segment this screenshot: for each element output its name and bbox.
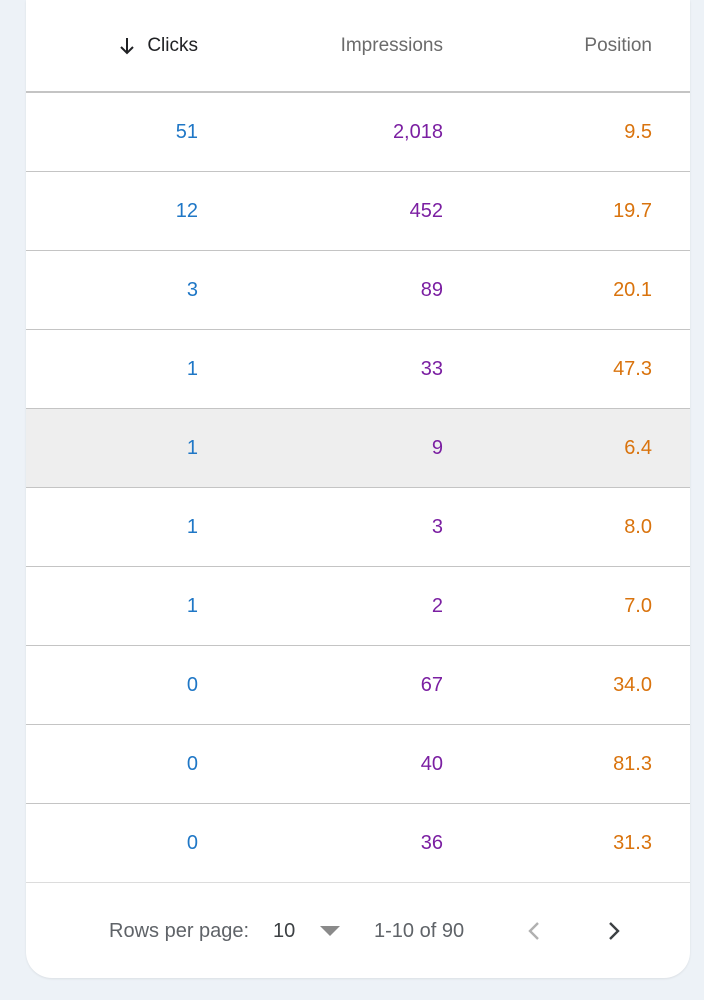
rows-per-page-select[interactable]: 10 [273, 920, 296, 942]
impressions-cell: 40 [420, 752, 443, 775]
impressions-cell: 36 [420, 831, 443, 854]
table-row[interactable]: 0 67 34.0 [26, 646, 690, 725]
clicks-cell: 1 [186, 594, 198, 617]
table-row[interactable]: 12 452 19.7 [26, 172, 690, 251]
column-header-position-label: Position [584, 34, 652, 56]
clicks-cell: 12 [175, 199, 198, 222]
position-cell: 8.0 [624, 515, 652, 538]
clicks-cell: 0 [186, 673, 198, 696]
chevron-left-icon[interactable] [522, 918, 548, 944]
position-cell: 47.3 [613, 357, 652, 380]
clicks-cell: 1 [186, 436, 198, 459]
impressions-cell: 3 [431, 515, 443, 538]
position-cell: 6.4 [624, 436, 652, 459]
table-row[interactable]: 0 36 31.3 [26, 804, 690, 883]
impressions-cell: 9 [431, 436, 443, 459]
position-cell: 9.5 [624, 120, 652, 143]
table-row[interactable]: 0 40 81.3 [26, 725, 690, 804]
table-row[interactable]: 1 33 47.3 [26, 330, 690, 409]
impressions-cell: 89 [420, 278, 443, 301]
table-row-highlighted[interactable]: 1 9 6.4 [26, 409, 690, 488]
table-row[interactable]: 1 3 8.0 [26, 488, 690, 567]
position-cell: 34.0 [613, 673, 652, 696]
arrow-down-icon [120, 37, 135, 54]
table-row[interactable]: 51 2,018 9.5 [26, 93, 690, 172]
performance-table-card: Clicks Impressions Position 51 2,018 9.5… [26, 0, 690, 978]
clicks-cell: 3 [186, 278, 198, 301]
table-header-row: Clicks Impressions Position [26, 0, 690, 93]
clicks-cell: 0 [186, 831, 198, 854]
table-row[interactable]: 1 2 7.0 [26, 567, 690, 646]
table-row[interactable]: 3 89 20.1 [26, 251, 690, 330]
clicks-cell: 0 [186, 752, 198, 775]
column-header-impressions-label: Impressions [340, 34, 443, 56]
rows-per-page-label: Rows per page: [109, 920, 250, 942]
impressions-cell: 2,018 [392, 120, 443, 143]
impressions-cell: 452 [409, 199, 443, 222]
position-cell: 31.3 [613, 831, 652, 854]
column-header-clicks-label: Clicks [147, 34, 198, 56]
pagination-bar: Rows per page: 10 1-10 of 90 [26, 884, 690, 978]
impressions-cell: 33 [420, 357, 443, 380]
column-header-impressions[interactable]: Impressions [341, 0, 443, 91]
position-cell: 81.3 [613, 752, 652, 775]
chevron-right-icon[interactable] [600, 918, 626, 944]
column-header-clicks[interactable]: Clicks [117, 0, 198, 91]
position-cell: 19.7 [613, 199, 652, 222]
triangle-down-icon[interactable] [320, 926, 340, 936]
position-cell: 7.0 [624, 594, 652, 617]
impressions-cell: 2 [431, 594, 443, 617]
pagination-range: 1-10 of 90 [374, 920, 465, 942]
clicks-cell: 1 [186, 515, 198, 538]
column-header-position[interactable]: Position [584, 0, 652, 91]
position-cell: 20.1 [613, 278, 652, 301]
clicks-cell: 51 [175, 120, 198, 143]
impressions-cell: 67 [420, 673, 443, 696]
clicks-cell: 1 [186, 357, 198, 380]
